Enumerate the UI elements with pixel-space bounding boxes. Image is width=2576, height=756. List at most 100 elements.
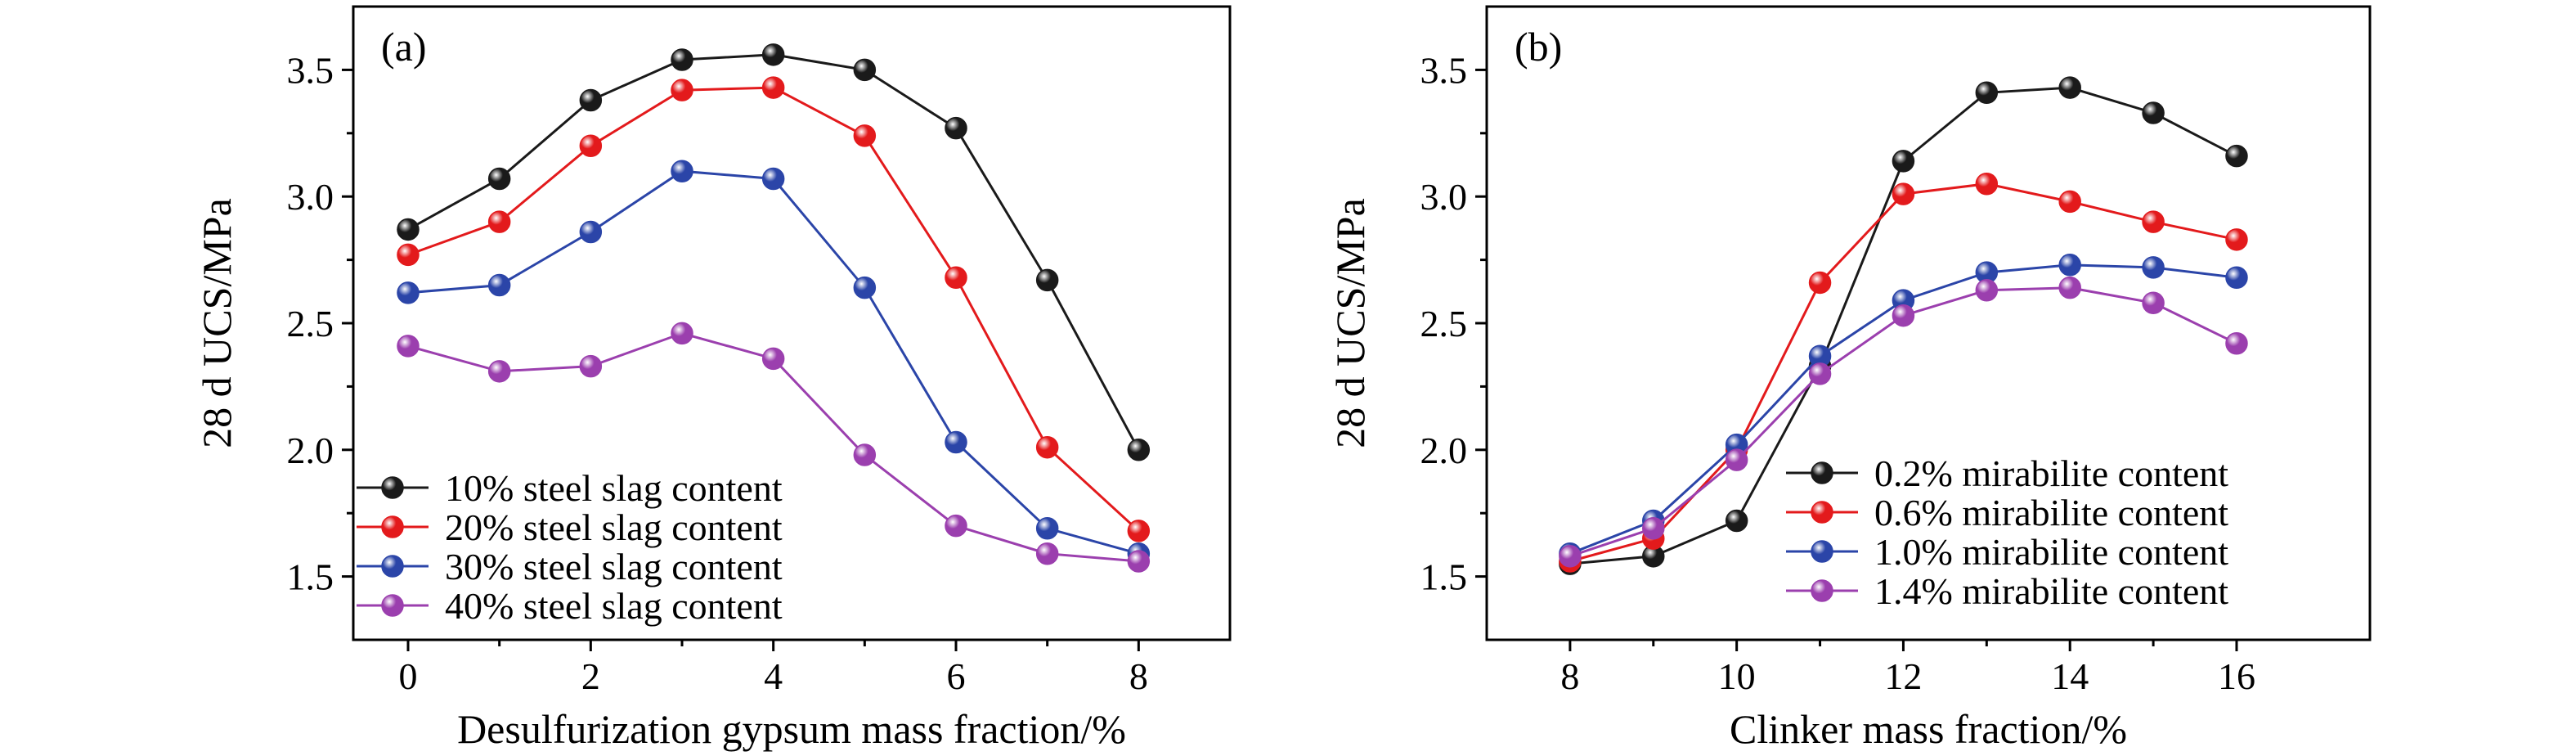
legend-marker bbox=[381, 515, 404, 538]
data-point bbox=[487, 360, 511, 383]
data-point bbox=[397, 281, 420, 304]
data-point bbox=[579, 220, 603, 244]
series-line bbox=[407, 86, 1140, 533]
data-point bbox=[1127, 520, 1151, 542]
data-point bbox=[397, 335, 420, 358]
y-tick-label: 1.5 bbox=[287, 556, 334, 598]
legend-marker bbox=[1811, 501, 1833, 524]
legend-marker bbox=[381, 476, 404, 499]
data-point bbox=[1808, 271, 1832, 295]
x-tick-label: 8 bbox=[1560, 655, 1579, 697]
data-point bbox=[853, 124, 877, 147]
x-tick-label: 10 bbox=[1718, 655, 1756, 697]
data-point bbox=[945, 430, 967, 454]
series-a-2 bbox=[397, 76, 1151, 542]
data-point bbox=[761, 43, 785, 66]
data-point bbox=[2142, 291, 2165, 314]
data-point bbox=[2058, 76, 2081, 99]
legend-item: 40% steel slag content bbox=[357, 585, 783, 627]
legend-label: 1.0% mirabilite content bbox=[1874, 531, 2228, 573]
data-point bbox=[1035, 435, 1059, 459]
y-axis-label-b: 28 d UCS/MPa bbox=[1327, 198, 1373, 448]
legend-item: 0.2% mirabilite content bbox=[1786, 452, 2228, 494]
data-point bbox=[1892, 182, 1915, 205]
data-point bbox=[1892, 304, 1915, 327]
x-tick-label: 4 bbox=[764, 655, 783, 697]
data-point bbox=[1975, 81, 1999, 105]
data-point bbox=[2225, 266, 2248, 290]
data-point bbox=[1725, 448, 1748, 471]
series-a-4 bbox=[397, 322, 1151, 573]
x-tick-label: 0 bbox=[399, 655, 418, 697]
data-point bbox=[2225, 228, 2248, 251]
series-b-3 bbox=[1559, 254, 2248, 565]
legend-item: 10% steel slag content bbox=[357, 467, 783, 509]
data-point bbox=[853, 58, 877, 82]
legend-item: 20% steel slag content bbox=[357, 506, 783, 548]
data-point bbox=[2142, 210, 2165, 233]
data-point bbox=[2058, 254, 2081, 277]
x-tick-label: 14 bbox=[2051, 655, 2089, 697]
series-a-1 bbox=[397, 43, 1151, 461]
data-point bbox=[761, 167, 785, 191]
data-point bbox=[1035, 542, 1059, 565]
y-tick-label: 1.5 bbox=[1420, 556, 1468, 598]
data-point bbox=[397, 218, 420, 241]
data-point bbox=[945, 514, 967, 538]
data-point bbox=[1808, 362, 1832, 385]
data-point bbox=[2225, 144, 2248, 168]
legend-marker bbox=[381, 594, 404, 617]
x-tick-label: 16 bbox=[2218, 655, 2255, 697]
data-point bbox=[853, 443, 877, 466]
data-point bbox=[487, 273, 511, 297]
data-point bbox=[2142, 256, 2165, 279]
legend-marker bbox=[1811, 579, 1833, 602]
data-point bbox=[2225, 332, 2248, 355]
data-point bbox=[1127, 439, 1151, 461]
legend-item: 30% steel slag content bbox=[357, 546, 783, 587]
x-axis-label-a: Desulfurization gypsum mass fraction/% bbox=[457, 706, 1126, 752]
data-point bbox=[1725, 509, 1748, 533]
legend-item: 0.6% mirabilite content bbox=[1786, 492, 2228, 533]
chart-panel-b: 8 10 12 14 16 1.5 2.0 2.5 3.0 3.5 Clinker mass fra… bbox=[1327, 5, 2372, 752]
legend-label: 0.2% mirabilite content bbox=[1874, 452, 2228, 494]
data-point bbox=[761, 76, 785, 99]
y-tick-label: 3.5 bbox=[287, 49, 334, 91]
data-point bbox=[945, 116, 967, 140]
legend-item: 1.0% mirabilite content bbox=[1786, 531, 2228, 573]
data-point bbox=[671, 48, 693, 71]
legend-marker bbox=[1811, 461, 1833, 484]
data-point bbox=[2058, 276, 2081, 299]
x-tick-label: 8 bbox=[1129, 655, 1148, 697]
x-axis-label-b: Clinker mass fraction/% bbox=[1730, 706, 2127, 752]
y-tick-label: 2.5 bbox=[287, 303, 334, 344]
y-tick-label: 2.0 bbox=[1420, 430, 1468, 471]
data-point bbox=[671, 79, 693, 101]
y-tick-label: 3.0 bbox=[287, 176, 334, 218]
data-point bbox=[1559, 545, 1582, 568]
x-tick-label: 2 bbox=[581, 655, 600, 697]
y-tick-label: 3.5 bbox=[1420, 49, 1468, 91]
y-tick-label: 2.0 bbox=[287, 430, 334, 471]
y-axis-label-a: 28 d UCS/MPa bbox=[194, 198, 240, 448]
data-point bbox=[945, 266, 967, 290]
legend-item: 1.4% mirabilite content bbox=[1786, 570, 2228, 612]
panel-label-b: (b) bbox=[1515, 24, 1562, 70]
data-point bbox=[1035, 268, 1059, 292]
legend-label: 0.6% mirabilite content bbox=[1874, 492, 2228, 533]
legend-label: 20% steel slag content bbox=[445, 506, 783, 548]
data-point bbox=[671, 160, 693, 182]
series-line bbox=[407, 53, 1140, 451]
data-point bbox=[853, 276, 877, 299]
data-point bbox=[1975, 279, 1999, 302]
data-point bbox=[487, 210, 511, 233]
series-b-4 bbox=[1559, 276, 2248, 568]
x-tick-label: 6 bbox=[947, 655, 966, 697]
data-point bbox=[487, 167, 511, 191]
legend-marker bbox=[381, 555, 404, 578]
data-point bbox=[1035, 517, 1059, 540]
data-point bbox=[761, 347, 785, 371]
data-point bbox=[2142, 101, 2165, 124]
